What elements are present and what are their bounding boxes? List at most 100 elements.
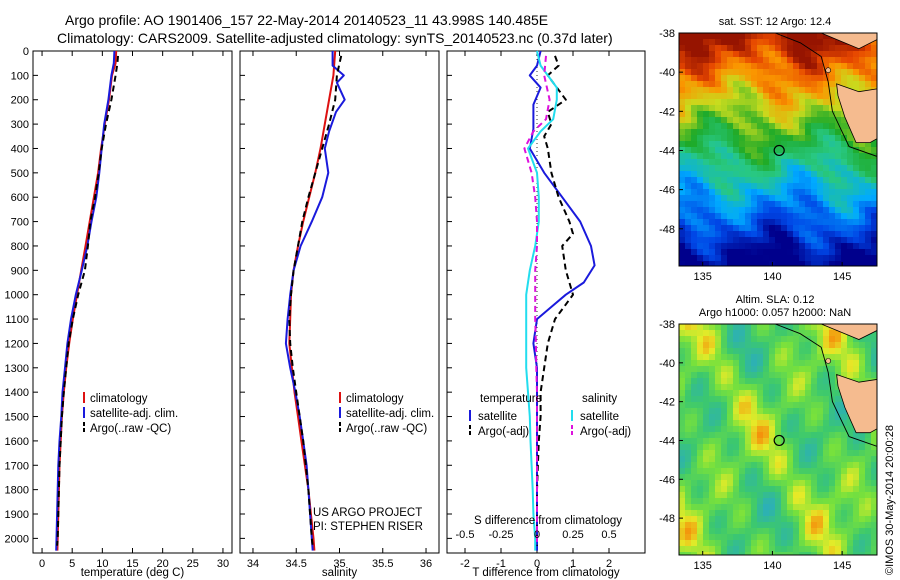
sla-cell	[793, 528, 799, 534]
sla-cell	[823, 474, 829, 480]
sla-cell	[853, 498, 859, 504]
sst-cell	[799, 243, 805, 249]
sla-cell	[817, 450, 823, 456]
sst-cell	[859, 225, 865, 231]
sst-cell	[787, 111, 793, 117]
sst-cell	[799, 51, 805, 57]
lon-tick-label: 145	[833, 560, 851, 572]
sst-cell	[841, 255, 847, 261]
sla-cell	[745, 456, 751, 462]
sst-cell	[739, 105, 745, 111]
sst-cell	[805, 213, 811, 219]
sst-cell	[811, 105, 817, 111]
sst-cell	[691, 51, 697, 57]
sla-cell	[829, 414, 835, 420]
sst-cell	[679, 255, 685, 261]
sst-cell	[727, 219, 733, 225]
sla-cell	[763, 498, 769, 504]
sst-cell	[721, 165, 727, 171]
sla-cell	[811, 552, 817, 555]
sst-cell	[823, 57, 829, 63]
sla-cell	[775, 450, 781, 456]
sst-cell	[763, 75, 769, 81]
sst-cell	[733, 249, 739, 255]
sla-cell	[835, 468, 841, 474]
sla-cell	[709, 378, 715, 384]
sst-cell	[799, 231, 805, 237]
sla-cell	[841, 546, 847, 552]
sla-cell	[805, 414, 811, 420]
sst-cell	[685, 213, 691, 219]
sla-cell	[847, 516, 853, 522]
sst-cell	[787, 87, 793, 93]
sla-cell	[775, 486, 781, 492]
sst-cell	[703, 165, 709, 171]
sla-cell	[799, 528, 805, 534]
sst-cell	[709, 123, 715, 129]
sst-cell	[811, 153, 817, 159]
sst-cell	[751, 117, 757, 123]
sst-cell	[805, 171, 811, 177]
sla-cell	[811, 384, 817, 390]
sst-cell	[721, 207, 727, 213]
sla-cell	[751, 486, 757, 492]
sla-cell	[733, 360, 739, 366]
sla-cell	[817, 504, 823, 510]
sst-cell	[817, 201, 823, 207]
sla-cell	[835, 474, 841, 480]
sst-cell	[745, 141, 751, 147]
sla-cell	[751, 468, 757, 474]
sla-cell	[847, 504, 853, 510]
sst-cell	[721, 255, 727, 261]
sla-cell	[691, 330, 697, 336]
sst-cell	[793, 39, 799, 45]
sla-cell	[751, 480, 757, 486]
sla-cell	[727, 354, 733, 360]
sst-cell	[733, 135, 739, 141]
sst-cell	[679, 225, 685, 231]
sla-cell	[745, 366, 751, 372]
sst-cell	[727, 45, 733, 51]
sla-cell	[721, 354, 727, 360]
sla-cell	[805, 504, 811, 510]
sla-cell	[679, 522, 685, 528]
sst-cell	[691, 183, 697, 189]
sla-cell	[733, 384, 739, 390]
sst-cell	[799, 45, 805, 51]
sst-cell	[739, 111, 745, 117]
legend-entry-1: satellite-adj. clim.	[90, 408, 178, 420]
sla-cell	[769, 342, 775, 348]
sla-cell	[853, 372, 859, 378]
sst-cell	[799, 195, 805, 201]
sla-cell	[697, 438, 703, 444]
sst-cell	[781, 129, 787, 135]
sla-cell	[787, 486, 793, 492]
sla-cell	[823, 348, 829, 354]
sla-cell	[715, 330, 721, 336]
sla-cell	[715, 384, 721, 390]
sst-cell	[823, 75, 829, 81]
sst-cell	[775, 135, 781, 141]
sst-cell	[781, 51, 787, 57]
sst-cell	[715, 51, 721, 57]
sst-cell	[781, 249, 787, 255]
sla-cell	[751, 540, 757, 546]
sst-cell	[715, 261, 721, 266]
sst-cell	[733, 57, 739, 63]
sst-cell	[847, 255, 853, 261]
sla-cell	[709, 366, 715, 372]
sla-cell	[865, 444, 871, 450]
sst-cell	[859, 63, 865, 69]
sla-cell	[787, 492, 793, 498]
sst-cell	[859, 237, 865, 243]
sst-cell	[841, 117, 847, 123]
sst-cell	[829, 177, 835, 183]
sst-cell	[721, 171, 727, 177]
sst-cell	[739, 45, 745, 51]
sla-cell	[685, 372, 691, 378]
sst-cell	[715, 111, 721, 117]
sla-cell	[799, 330, 805, 336]
sst-cell	[679, 189, 685, 195]
sla-cell	[739, 522, 745, 528]
x-tick-label: -2	[460, 558, 470, 570]
